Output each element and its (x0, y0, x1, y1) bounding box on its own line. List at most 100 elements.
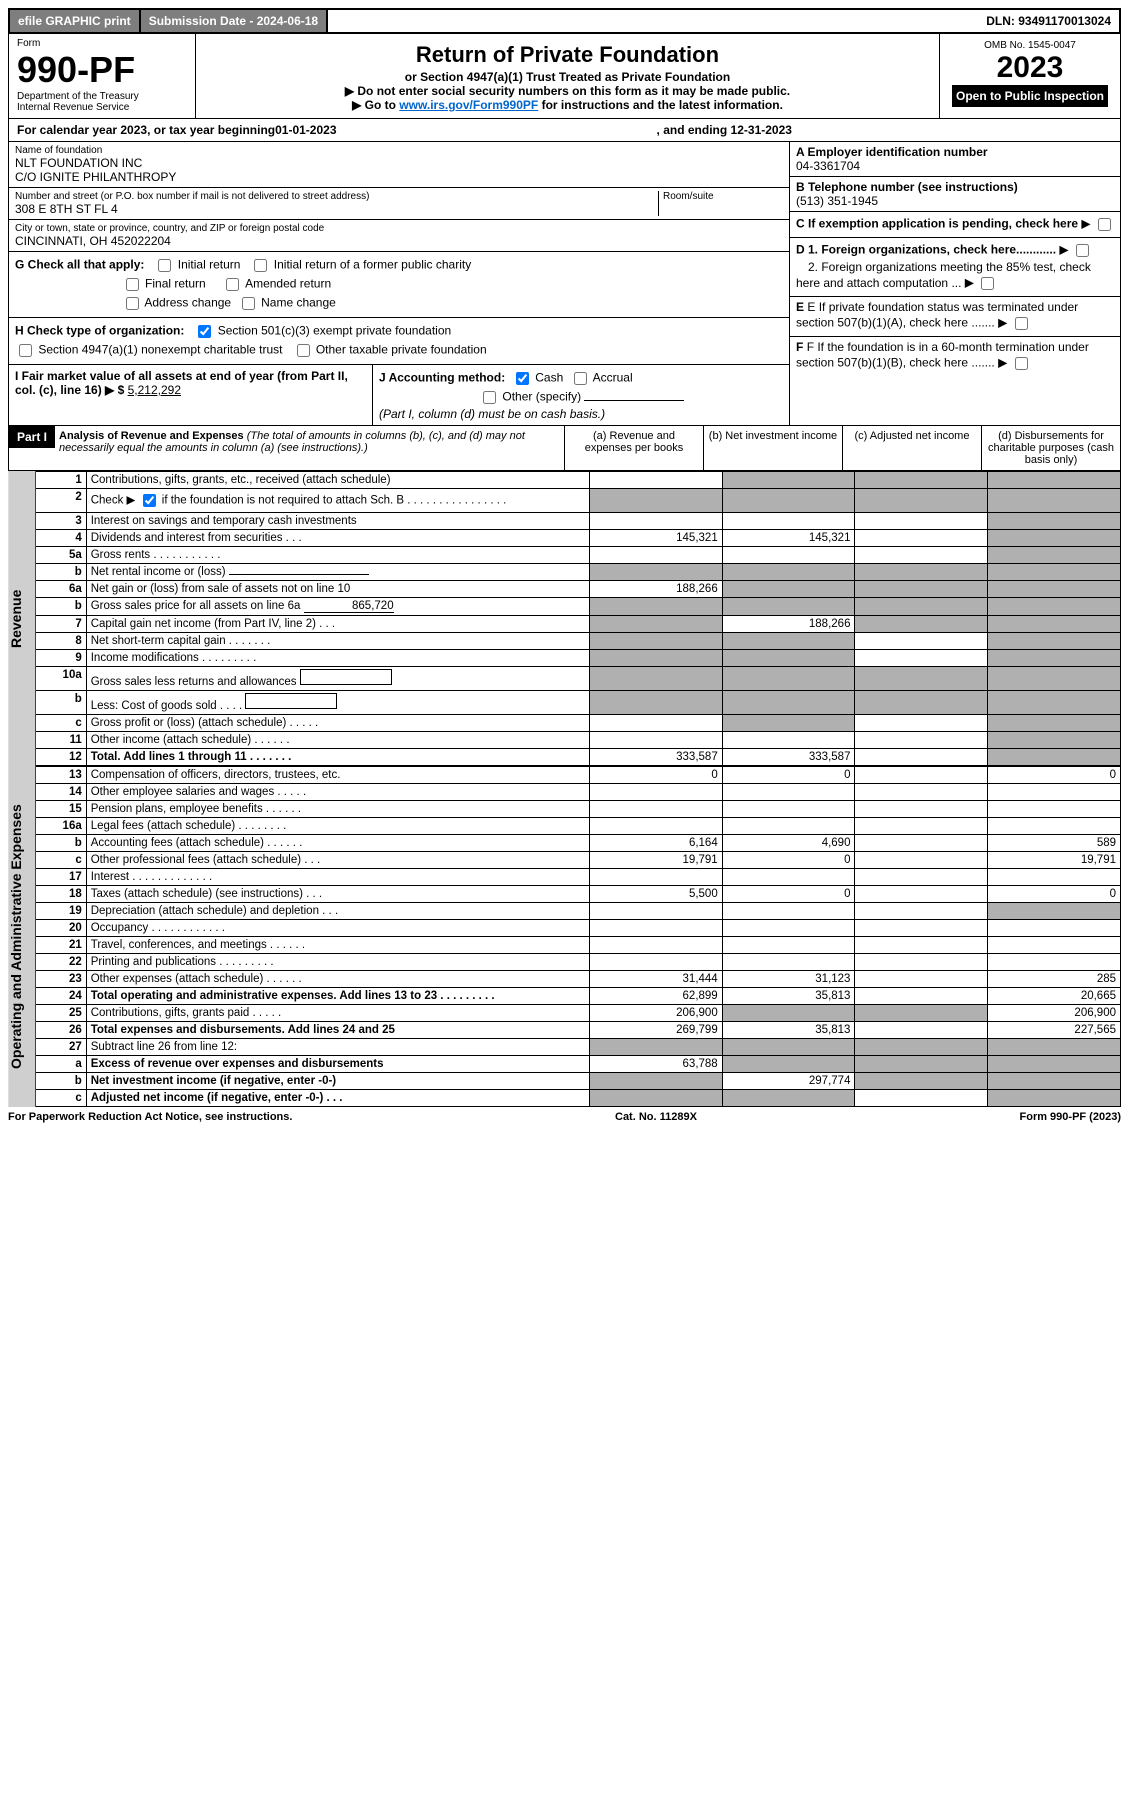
j2: Accrual (593, 371, 633, 385)
cal-mid: , and ending (657, 123, 731, 137)
row-14: 14Other employee salaries and wages . . … (36, 784, 1121, 801)
h2: Section 4947(a)(1) nonexempt charitable … (38, 343, 282, 357)
d2: 2. Foreign organizations meeting the 85%… (796, 260, 1091, 290)
row-5a: 5aGross rents . . . . . . . . . . . (36, 547, 1121, 564)
expense-section: Operating and Administrative Expenses 13… (8, 766, 1121, 1107)
i-lbl: I Fair market value of all assets at end… (15, 369, 348, 397)
e-lbl: E If private foundation status was termi… (796, 300, 1078, 330)
cb-final[interactable] (126, 278, 139, 291)
city: CINCINNATI, OH 452022204 (15, 234, 783, 248)
cb-schb[interactable] (143, 494, 156, 507)
room-lbl: Room/suite (658, 191, 783, 216)
c-lbl: C If exemption application is pending, c… (796, 217, 1078, 231)
cb-name[interactable] (242, 297, 255, 310)
city-lbl: City or town, state or province, country… (15, 223, 783, 234)
h-lbl: H Check type of organization: (15, 324, 184, 338)
row-11: 11Other income (attach schedule) . . . .… (36, 732, 1121, 749)
dln: DLN: 93491170013024 (978, 10, 1119, 32)
info-grid: Name of foundation NLT FOUNDATION INC C/… (8, 142, 1121, 426)
col-a: (a) Revenue and expenses per books (564, 426, 703, 470)
d1: D 1. Foreign organizations, check here..… (796, 243, 1056, 257)
revenue-section: Revenue 1Contributions, gifts, grants, e… (8, 471, 1121, 766)
cb-accrual[interactable] (574, 372, 587, 385)
row-27b: bNet investment income (if negative, ent… (36, 1073, 1121, 1090)
row-21: 21Travel, conferences, and meetings . . … (36, 937, 1121, 954)
col-b: (b) Net investment income (703, 426, 842, 470)
h3: Other taxable private foundation (316, 343, 487, 357)
cb-amended[interactable] (226, 278, 239, 291)
footer-mid: Cat. No. 11289X (615, 1111, 697, 1123)
row-26: 26Total expenses and disbursements. Add … (36, 1022, 1121, 1039)
col-d: (d) Disbursements for charitable purpose… (981, 426, 1120, 470)
row-16c: cOther professional fees (attach schedul… (36, 852, 1121, 869)
row-10a: 10aGross sales less returns and allowanc… (36, 667, 1121, 691)
g6: Name change (261, 296, 336, 310)
row-25: 25Contributions, gifts, grants paid . . … (36, 1005, 1121, 1022)
foundation-name1: NLT FOUNDATION INC (15, 156, 783, 170)
row-8: 8Net short-term capital gain . . . . . .… (36, 633, 1121, 650)
top-bar: efile GRAPHIC print Submission Date - 20… (8, 8, 1121, 34)
row-6b: bGross sales price for all assets on lin… (36, 598, 1121, 616)
open-inspection: Open to Public Inspection (952, 85, 1108, 107)
row-6a: 6aNet gain or (loss) from sale of assets… (36, 581, 1121, 598)
f-lbl: F If the foundation is in a 60-month ter… (796, 340, 1089, 370)
revenue-side: Revenue (8, 471, 35, 766)
row-24: 24Total operating and administrative exp… (36, 988, 1121, 1005)
cb-f[interactable] (1015, 357, 1028, 370)
g5: Amended return (245, 277, 331, 291)
g4: Initial return of a former public charit… (274, 258, 471, 272)
row-13: 13Compensation of officers, directors, t… (36, 767, 1121, 784)
j-lbl: J Accounting method: (379, 371, 505, 385)
tax-year: 2023 (952, 51, 1108, 85)
g2: Final return (145, 277, 206, 291)
form-label: Form (17, 38, 187, 49)
row-1: 1Contributions, gifts, grants, etc., rec… (36, 472, 1121, 489)
cb-initial[interactable] (158, 259, 171, 272)
form-header: Form 990-PF Department of the Treasury I… (8, 34, 1121, 119)
cb-other-tax[interactable] (297, 344, 310, 357)
cb-e[interactable] (1015, 317, 1028, 330)
cb-d2[interactable] (981, 277, 994, 290)
row-20: 20Occupancy . . . . . . . . . . . . (36, 920, 1121, 937)
note2-post: for instructions and the latest informat… (538, 98, 783, 112)
row-10b: bLess: Cost of goods sold . . . . (36, 691, 1121, 715)
cb-cash[interactable] (516, 372, 529, 385)
expense-side: Operating and Administrative Expenses (8, 766, 35, 1107)
row-12: 12Total. Add lines 1 through 11 . . . . … (36, 749, 1121, 766)
form-link[interactable]: www.irs.gov/Form990PF (399, 98, 538, 112)
cal-begin: 01-01-2023 (275, 123, 336, 137)
row-16a: 16aLegal fees (attach schedule) . . . . … (36, 818, 1121, 835)
a-lbl: A Employer identification number (796, 145, 988, 159)
cb-c[interactable] (1098, 218, 1111, 231)
g-lbl: G Check all that apply: (15, 258, 144, 272)
street-lbl: Number and street (or P.O. box number if… (15, 191, 658, 202)
j3: Other (specify) (502, 390, 581, 404)
cb-501c3[interactable] (198, 325, 211, 338)
row-22: 22Printing and publications . . . . . . … (36, 954, 1121, 971)
footer-left: For Paperwork Reduction Act Notice, see … (8, 1111, 292, 1123)
row-18: 18Taxes (attach schedule) (see instructi… (36, 886, 1121, 903)
row-27a: aExcess of revenue over expenses and dis… (36, 1056, 1121, 1073)
footer-right: Form 990-PF (2023) (1020, 1111, 1121, 1123)
efile-btn[interactable]: efile GRAPHIC print (10, 10, 141, 32)
cb-other-acct[interactable] (483, 391, 496, 404)
row-7: 7Capital gain net income (from Part IV, … (36, 616, 1121, 633)
row-3: 3Interest on savings and temporary cash … (36, 513, 1121, 530)
form-number: 990-PF (17, 49, 187, 91)
phone: (513) 351-1945 (796, 194, 878, 208)
note2-pre: ▶ Go to (352, 98, 399, 112)
cb-initial-former[interactable] (254, 259, 267, 272)
cb-address[interactable] (126, 297, 139, 310)
foundation-name2: C/O IGNITE PHILANTHROPY (15, 170, 783, 184)
row-2: 2Check ▶ if the foundation is not requir… (36, 489, 1121, 513)
part1-header: Part I Analysis of Revenue and Expenses … (8, 426, 1121, 471)
part1-title: Analysis of Revenue and Expenses (59, 430, 244, 442)
ein: 04-3361704 (796, 159, 860, 173)
row-4: 4Dividends and interest from securities … (36, 530, 1121, 547)
form-subtitle: or Section 4947(a)(1) Trust Treated as P… (202, 70, 933, 84)
cb-4947[interactable] (19, 344, 32, 357)
row-9: 9Income modifications . . . . . . . . . (36, 650, 1121, 667)
cb-d1[interactable] (1076, 244, 1089, 257)
row-5b: bNet rental income or (loss) (36, 564, 1121, 581)
footer: For Paperwork Reduction Act Notice, see … (8, 1107, 1121, 1123)
